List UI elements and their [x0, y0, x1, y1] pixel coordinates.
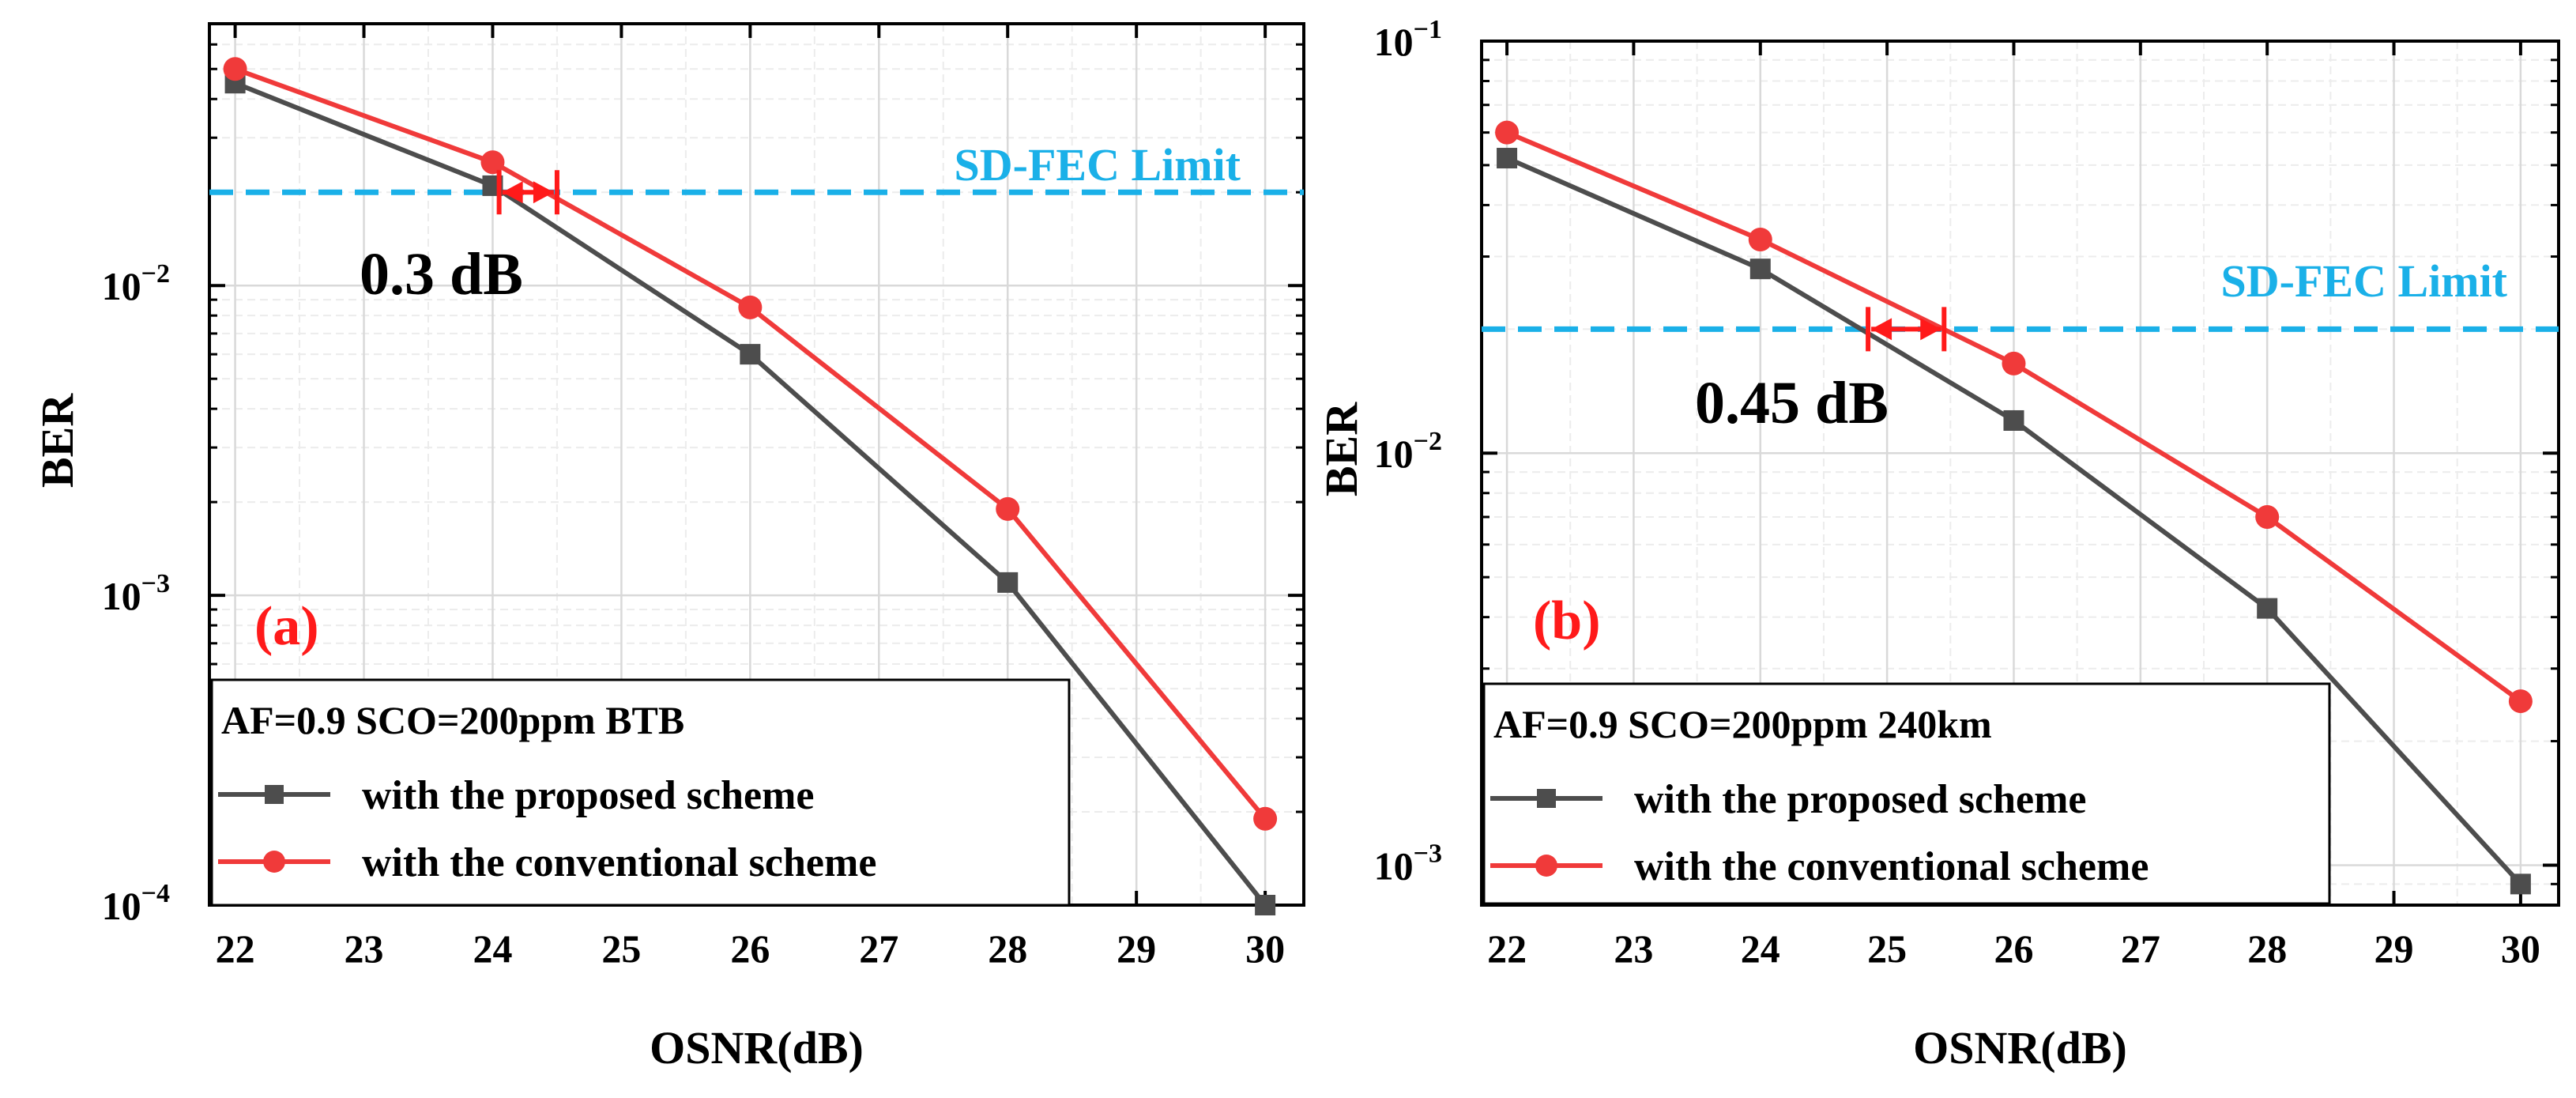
- data-point: [480, 150, 505, 175]
- fec-limit-label: SD-FEC Limit: [2221, 255, 2508, 307]
- x-tick-label: 23: [1614, 926, 1653, 971]
- x-tick-label: 24: [1741, 926, 1780, 971]
- data-point: [2508, 689, 2533, 714]
- legend-box: [210, 678, 1071, 907]
- y-tick-base: 10: [1374, 843, 1414, 888]
- x-tick-label: 28: [2247, 926, 2287, 971]
- gap-arrow: [496, 170, 559, 215]
- y-tick-label: 10−1: [1374, 15, 1442, 64]
- gap-arrowhead-left: [502, 181, 523, 204]
- y-tick-base: 10: [102, 574, 141, 618]
- x-axis-title: OSNR(dB): [650, 1022, 864, 1073]
- x-tick-label: 30: [2501, 926, 2540, 971]
- y-tick-label: 10−3: [1374, 839, 1442, 888]
- gap-arrowhead-right: [1920, 318, 1941, 341]
- fec-limit-label: SD-FEC Limit: [955, 139, 1241, 191]
- legend-entry: with the conventional scheme: [362, 840, 876, 885]
- legend-entry: with the proposed scheme: [1634, 777, 2086, 822]
- y-tick-exponent: −3: [1414, 839, 1442, 868]
- chart-panel-a: 22 23 24 25 26 27 28 29 3010−210−310−4OSNR(dB)BE…: [32, 22, 1305, 1073]
- legend-entry: with the proposed scheme: [362, 773, 814, 818]
- x-tick-label: 22: [1487, 926, 1527, 971]
- y-axis-title: BER: [32, 393, 83, 488]
- x-tick-label: 26: [730, 926, 770, 971]
- y-tick-label: 10−2: [102, 259, 170, 308]
- x-tick-label: 30: [1245, 926, 1285, 971]
- y-tick-base: 10: [102, 884, 141, 928]
- gap-label: 0.45 dB: [1695, 370, 1889, 436]
- panel-label: (a): [254, 596, 319, 657]
- legend-box: [1482, 682, 2331, 905]
- data-point: [1495, 120, 1520, 145]
- data-point: [2510, 873, 2531, 895]
- data-point: [1497, 148, 1518, 169]
- gap-arrow: [1866, 307, 1947, 352]
- x-axis-title: OSNR(dB): [1913, 1022, 2127, 1073]
- panel-label: (b): [1533, 591, 1601, 651]
- data-point: [2003, 409, 2024, 431]
- legend: AF=0.9 SCO=200ppm BTB with the proposed s…: [210, 678, 1071, 907]
- y-tick-label: 10−4: [102, 879, 170, 928]
- chart-panel-b: 22 23 24 25 26 27 28 29 3010−110−210−3OSNR(dB)BE…: [1316, 15, 2560, 1073]
- x-tick-label: 26: [1994, 926, 2033, 971]
- legend-marker-circle: [1535, 855, 1557, 877]
- legend-entry: with the conventional scheme: [1634, 844, 2149, 889]
- legend-marker-square: [1537, 789, 1556, 808]
- data-point: [223, 57, 247, 81]
- y-tick-base: 10: [1374, 20, 1414, 64]
- x-tick-label: 22: [216, 926, 255, 971]
- data-point: [996, 496, 1020, 521]
- data-point: [1748, 227, 1772, 251]
- y-tick-exponent: −1: [1414, 15, 1442, 44]
- y-tick-exponent: −2: [141, 259, 170, 289]
- legend-marker-square: [265, 785, 284, 804]
- gap-label: 0.3 dB: [360, 241, 523, 308]
- y-axis-title: BER: [1316, 402, 1367, 496]
- x-tick-label: 29: [2375, 926, 2414, 971]
- data-point: [740, 344, 761, 365]
- x-tick-label: 27: [2121, 926, 2160, 971]
- y-tick-base: 10: [102, 264, 141, 308]
- y-tick-label: 10−2: [1374, 427, 1442, 476]
- series-conventional: [223, 57, 1278, 831]
- gap-arrowhead-left: [1871, 318, 1892, 341]
- legend-marker-circle: [263, 851, 285, 873]
- y-tick-exponent: −2: [1414, 427, 1442, 456]
- data-point: [1255, 895, 1276, 915]
- x-tick-label: 29: [1117, 926, 1156, 971]
- y-tick-label: 10−3: [102, 569, 170, 618]
- gap-arrowhead-right: [533, 181, 554, 204]
- legend-title: AF=0.9 SCO=200ppm BTB: [221, 698, 684, 742]
- data-point: [2257, 598, 2278, 619]
- x-tick-label: 27: [859, 926, 898, 971]
- x-tick-label: 23: [345, 926, 384, 971]
- data-point: [997, 572, 1019, 593]
- x-tick-label: 25: [601, 926, 641, 971]
- x-tick-label: 25: [1867, 926, 1907, 971]
- y-tick-exponent: −3: [141, 569, 170, 598]
- x-tick-label: 24: [473, 926, 512, 971]
- data-point: [2002, 351, 2026, 375]
- y-tick-base: 10: [1374, 432, 1414, 476]
- x-tick-label: 28: [988, 926, 1027, 971]
- series-conventional: [1495, 120, 2533, 714]
- y-tick-exponent: −4: [141, 879, 170, 908]
- data-point: [1749, 258, 1771, 280]
- series-proposed: [1497, 148, 2531, 895]
- legend-title: AF=0.9 SCO=200ppm 240km: [1493, 702, 1992, 746]
- data-point: [1253, 806, 1278, 831]
- legend: AF=0.9 SCO=200ppm 240km with the proposed…: [1482, 682, 2331, 905]
- data-point: [2255, 504, 2280, 529]
- data-point: [738, 295, 763, 319]
